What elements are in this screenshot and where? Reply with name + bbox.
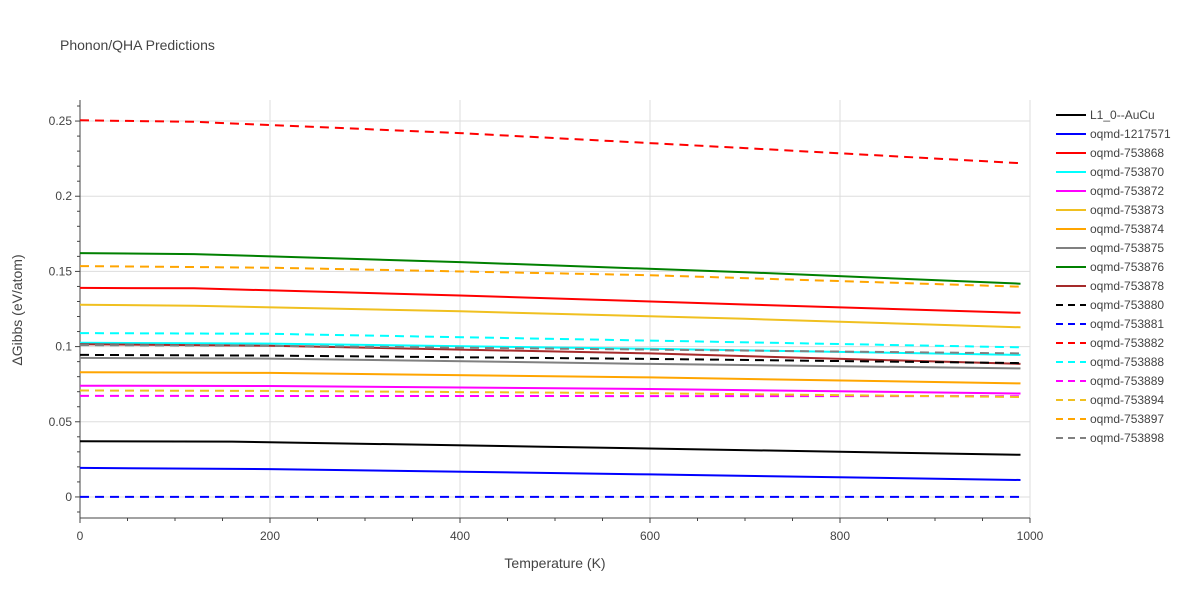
legend-item[interactable]: oqmd-753894 <box>1056 393 1164 407</box>
y-tick-label: 0.05 <box>49 415 73 429</box>
legend-item[interactable]: oqmd-753878 <box>1056 279 1164 293</box>
legend-item[interactable]: oqmd-753873 <box>1056 203 1164 217</box>
legend-item[interactable]: L1_0--AuCu <box>1056 108 1155 122</box>
series-line-oqmd-753876 <box>79 252 1021 285</box>
x-tick-label: 0 <box>77 529 84 543</box>
legend-label: oqmd-1217571 <box>1090 127 1171 141</box>
legend-item[interactable]: oqmd-753872 <box>1056 184 1164 198</box>
series-line-oqmd-753874 <box>79 371 1021 385</box>
y-tick-labels: 0 0.05 0.1 0.15 0.2 0.25 <box>49 114 73 504</box>
legend-item[interactable]: oqmd-753897 <box>1056 412 1164 426</box>
series-line-L1_0--AuCu <box>79 440 1021 456</box>
legend-item[interactable]: oqmd-1217571 <box>1056 127 1171 141</box>
x-tick-label: 400 <box>450 529 470 543</box>
series-line-oqmd-753897 <box>79 265 1021 288</box>
series-line-oqmd-753868 <box>79 286 1021 314</box>
chart-title: Phonon/QHA Predictions <box>60 37 215 53</box>
legend-item[interactable]: oqmd-753889 <box>1056 374 1164 388</box>
legend-label: L1_0--AuCu <box>1090 108 1155 122</box>
legend-item[interactable]: oqmd-753882 <box>1056 336 1164 350</box>
legend-label: oqmd-753872 <box>1090 184 1164 198</box>
x-tick-label: 1000 <box>1017 529 1044 543</box>
legend[interactable]: L1_0--AuCu oqmd-1217571 oqmd-753868 oqmd-75… <box>1056 108 1171 445</box>
legend-label: oqmd-753873 <box>1090 203 1164 217</box>
legend-item[interactable]: oqmd-753875 <box>1056 241 1164 255</box>
y-tick-label: 0.1 <box>55 340 72 354</box>
y-tick-label: 0.15 <box>49 264 73 278</box>
series-line-oqmd-753898 <box>79 344 1021 355</box>
y-tick-label: 0 <box>65 490 72 504</box>
legend-item[interactable]: oqmd-753898 <box>1056 431 1164 445</box>
series-line-oqmd-753894 <box>79 389 1021 398</box>
legend-label: oqmd-753875 <box>1090 241 1164 255</box>
legend-item[interactable]: oqmd-753888 <box>1056 355 1164 369</box>
legend-label: oqmd-753898 <box>1090 431 1164 445</box>
y-axis-title: ΔGibbs (eV/atom) <box>9 254 25 365</box>
series-line-oqmd-753888 <box>79 332 1021 349</box>
legend-label: oqmd-753881 <box>1090 317 1164 331</box>
series-line-oqmd-753872 <box>79 384 1021 395</box>
x-tick-labels: 0 200 400 600 800 1000 <box>77 529 1044 543</box>
legend-item[interactable]: oqmd-753876 <box>1056 260 1164 274</box>
x-tick-label: 200 <box>260 529 280 543</box>
series-line-oqmd-1217571 <box>79 466 1021 481</box>
legend-label: oqmd-753868 <box>1090 146 1164 160</box>
legend-label: oqmd-753876 <box>1090 260 1164 274</box>
legend-item[interactable]: oqmd-753868 <box>1056 146 1164 160</box>
legend-label: oqmd-753870 <box>1090 165 1164 179</box>
legend-label: oqmd-753880 <box>1090 298 1164 312</box>
legend-label: oqmd-753894 <box>1090 393 1164 407</box>
series-line-oqmd-753882 <box>79 119 1021 165</box>
legend-label: oqmd-753897 <box>1090 412 1164 426</box>
legend-item[interactable]: oqmd-753881 <box>1056 317 1164 331</box>
series-line-oqmd-753880 <box>79 353 1021 365</box>
y-tick-label: 0.25 <box>49 114 73 128</box>
series-lines <box>79 119 1021 498</box>
axes <box>75 100 1031 523</box>
legend-label: oqmd-753874 <box>1090 222 1164 236</box>
x-tick-label: 600 <box>640 529 660 543</box>
legend-label: oqmd-753888 <box>1090 355 1164 369</box>
x-tick-label: 800 <box>830 529 850 543</box>
series-line-oqmd-753873 <box>79 303 1021 329</box>
legend-label: oqmd-753878 <box>1090 279 1164 293</box>
series-line-oqmd-753875 <box>79 356 1021 370</box>
y-tick-label: 0.2 <box>55 189 72 203</box>
legend-item[interactable]: oqmd-753870 <box>1056 165 1164 179</box>
legend-label: oqmd-753889 <box>1090 374 1164 388</box>
x-axis-title: Temperature (K) <box>504 555 605 571</box>
legend-item[interactable]: oqmd-753874 <box>1056 222 1164 236</box>
legend-label: oqmd-753882 <box>1090 336 1164 350</box>
legend-item[interactable]: oqmd-753880 <box>1056 298 1164 312</box>
